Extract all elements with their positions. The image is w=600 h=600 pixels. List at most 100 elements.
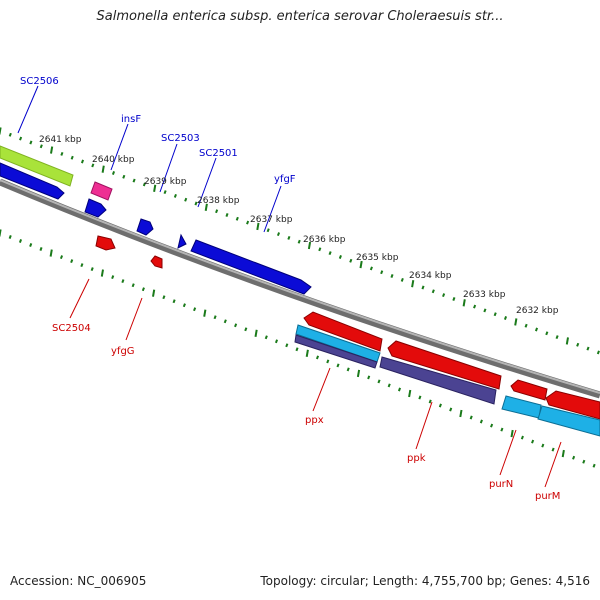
gene-arrow-yfgg[interactable] xyxy=(150,255,163,269)
gene-label-ppk[interactable]: ppk xyxy=(407,453,426,464)
gene-label-sc2506[interactable]: SC2506 xyxy=(20,76,59,87)
outer-tick-mark xyxy=(276,232,281,237)
outer-tick-mark xyxy=(246,220,250,225)
outer-tick-mark xyxy=(514,318,518,326)
gene-arrow-sc2504[interactable] xyxy=(95,235,116,251)
leader-line-insf xyxy=(110,123,129,171)
outer-tick-mark xyxy=(586,346,590,351)
outer-tick-mark xyxy=(153,184,157,192)
gene-label-sc2504[interactable]: SC2504 xyxy=(52,323,91,334)
page-title: Salmonella enterica subsp. enterica sero… xyxy=(96,9,504,24)
inner-tick-mark xyxy=(18,239,23,243)
accession-text: Accession: NC_006905 xyxy=(10,574,147,588)
outer-tick-mark xyxy=(297,239,301,244)
outer-tick-mark xyxy=(225,213,229,217)
inner-tick-mark xyxy=(39,247,43,251)
leader-line-yfgf xyxy=(263,185,282,233)
inner-tick-mark xyxy=(234,323,238,328)
inner-tick-mark xyxy=(90,267,94,272)
inner-tick-mark xyxy=(315,355,320,360)
inner-tick-mark xyxy=(336,363,340,368)
inner-tick-mark xyxy=(520,435,524,440)
outer-tick-mark xyxy=(338,255,342,259)
kbp-label-2632: 2632 kbp xyxy=(516,306,559,316)
outer-tick-mark xyxy=(473,304,477,309)
inner-tick-mark xyxy=(377,379,381,384)
inner-tick-mark xyxy=(0,229,2,237)
outer-tick-mark xyxy=(266,228,270,233)
outer-tick-mark xyxy=(369,266,373,271)
inner-tick-mark xyxy=(223,319,227,324)
gene-arrow-insf[interactable] xyxy=(84,198,107,218)
outer-tick-mark xyxy=(215,209,219,214)
inner-tick-mark xyxy=(346,367,350,372)
gene-arrow-ppx[interactable] xyxy=(303,311,383,352)
gene-label-yfgg[interactable]: yfgG xyxy=(111,346,135,357)
outer-tick-mark xyxy=(503,316,508,320)
feature-cyan-purm[interactable] xyxy=(537,405,600,437)
gene-arrow-purm[interactable] xyxy=(545,390,600,420)
inner-tick-mark xyxy=(100,269,104,277)
gene-arrow-purn[interactable] xyxy=(510,379,548,401)
inner-tick-mark xyxy=(121,279,125,284)
inner-tick-mark xyxy=(449,407,453,412)
outer-tick-mark xyxy=(91,163,95,168)
kbp-label-2641: 2641 kbp xyxy=(39,135,82,145)
forward-leader-lines xyxy=(17,85,282,233)
feature-cyan-purn[interactable] xyxy=(501,395,542,419)
gene-arrow-sc2503[interactable] xyxy=(136,218,154,236)
inner-tick-mark xyxy=(305,349,309,357)
gene-label-purm[interactable]: purM xyxy=(535,491,560,502)
gene-arrow-yfgf[interactable] xyxy=(190,239,312,295)
outer-tick-mark xyxy=(555,335,559,340)
outer-tick-mark xyxy=(0,127,2,135)
genome-backbone xyxy=(0,178,600,399)
inner-tick-mark xyxy=(274,339,279,344)
outer-tick-mark xyxy=(8,132,12,137)
inner-tick-mark xyxy=(80,263,84,268)
gene-label-sc2503[interactable]: SC2503 xyxy=(161,133,200,144)
leader-line-sc2506 xyxy=(17,85,39,134)
inner-tick-mark xyxy=(500,427,504,432)
inner-tick-mark xyxy=(111,275,115,280)
outer-tick-mark xyxy=(29,140,33,145)
outer-tick-mark xyxy=(380,270,384,275)
outer-tick-mark xyxy=(287,235,291,240)
feature-purple-ppk[interactable] xyxy=(379,356,497,405)
genome-backbone-highlight xyxy=(0,179,600,394)
inner-tick-mark xyxy=(203,309,207,317)
reverse-leader-lines xyxy=(69,278,562,488)
outer-tick-mark xyxy=(70,155,74,160)
feature-lime-block[interactable] xyxy=(0,145,74,187)
inner-tick-track xyxy=(0,229,596,468)
inner-tick-mark xyxy=(131,283,135,288)
trna-block-insf[interactable] xyxy=(90,181,113,201)
outer-tick-mark xyxy=(318,247,322,252)
inner-tick-mark xyxy=(356,369,361,378)
gene-label-yfgf[interactable]: yfgF xyxy=(274,174,296,185)
inner-tick-mark xyxy=(397,387,402,392)
outer-tick-mark xyxy=(328,251,332,256)
leader-line-sc2501 xyxy=(197,157,217,208)
inner-tick-mark xyxy=(254,329,258,337)
gene-label-purn[interactable]: purN xyxy=(489,479,513,490)
outer-tick-track xyxy=(0,127,600,355)
outer-tick-mark xyxy=(411,280,415,288)
feature-purple-ppx[interactable] xyxy=(294,334,378,369)
inner-tick-mark xyxy=(551,447,555,452)
gene-label-sc2501[interactable]: SC2501 xyxy=(199,148,238,159)
outer-tick-mark xyxy=(19,136,23,141)
outer-tick-mark xyxy=(493,312,497,317)
outer-tick-mark xyxy=(163,190,167,195)
gene-label-insf[interactable]: insF xyxy=(121,114,141,125)
outer-tick-mark xyxy=(400,277,404,282)
inner-tick-mark xyxy=(29,243,33,247)
gene-arrow-sc2501[interactable] xyxy=(177,233,187,249)
inner-tick-mark xyxy=(387,383,391,388)
gene-arrow-sc2506[interactable] xyxy=(0,162,65,200)
gene-arrow-ppk[interactable] xyxy=(387,340,502,390)
inner-tick-mark xyxy=(541,443,545,448)
gene-label-ppx[interactable]: ppx xyxy=(305,415,324,426)
inner-tick-mark xyxy=(141,287,145,292)
